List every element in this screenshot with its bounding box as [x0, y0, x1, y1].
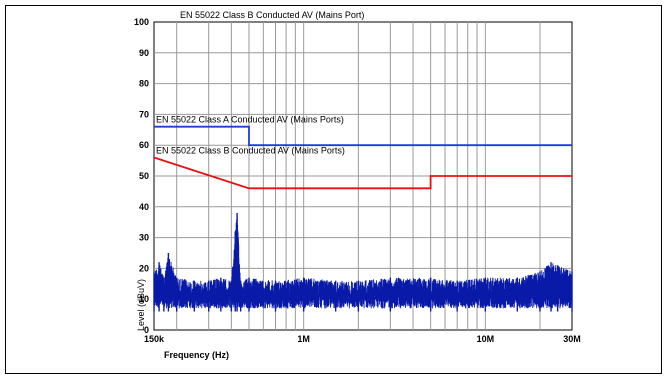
y-axis-label: Level (dBuV) [136, 279, 146, 331]
y-tick-label: 30 [139, 233, 149, 243]
x-tick-label: 10M [477, 334, 495, 344]
y-tick-label: 50 [139, 171, 149, 181]
x-axis: 150k 1M 10M 30M [144, 334, 581, 344]
limit-line-0 [154, 125, 572, 147]
series-label-0: EN 55022 Class A Conducted AV (Mains Por… [156, 115, 344, 125]
series-labels: EN 55022 Class A Conducted AV (Mains Por… [156, 115, 345, 156]
chart-frame: 0 10 20 30 40 50 60 70 80 90 100 150k 1M 10M 30M EN 5… [5, 5, 662, 374]
y-tick-label: 100 [134, 17, 149, 27]
line-chart: 0 10 20 30 40 50 60 70 80 90 100 150k 1M 10M 30M EN 5… [134, 10, 581, 360]
y-tick-label: 40 [139, 202, 149, 212]
x-tick-label: 30M [563, 334, 581, 344]
chart-title: EN 55022 Class B Conducted AV (Mains Por… [180, 10, 364, 20]
y-tick-label: 0 [144, 325, 149, 335]
x-tick-label: 1M [297, 334, 310, 344]
series-layer [153, 125, 573, 312]
y-tick-label: 20 [139, 263, 149, 273]
y-tick-label: 10 [139, 294, 149, 304]
series-label-1: EN 55022 Class B Conducted AV (Mains Por… [156, 146, 345, 156]
x-tick-label: 150k [144, 334, 165, 344]
limit-line-1 [153, 156, 572, 190]
y-axis: 0 10 20 30 40 50 60 70 80 90 100 [134, 17, 149, 335]
y-tick-label: 60 [139, 140, 149, 150]
y-tick-label: 90 [139, 48, 149, 58]
y-tick-label: 80 [139, 79, 149, 89]
y-tick-label: 70 [139, 109, 149, 119]
x-axis-label: Frequency (Hz) [164, 350, 229, 360]
